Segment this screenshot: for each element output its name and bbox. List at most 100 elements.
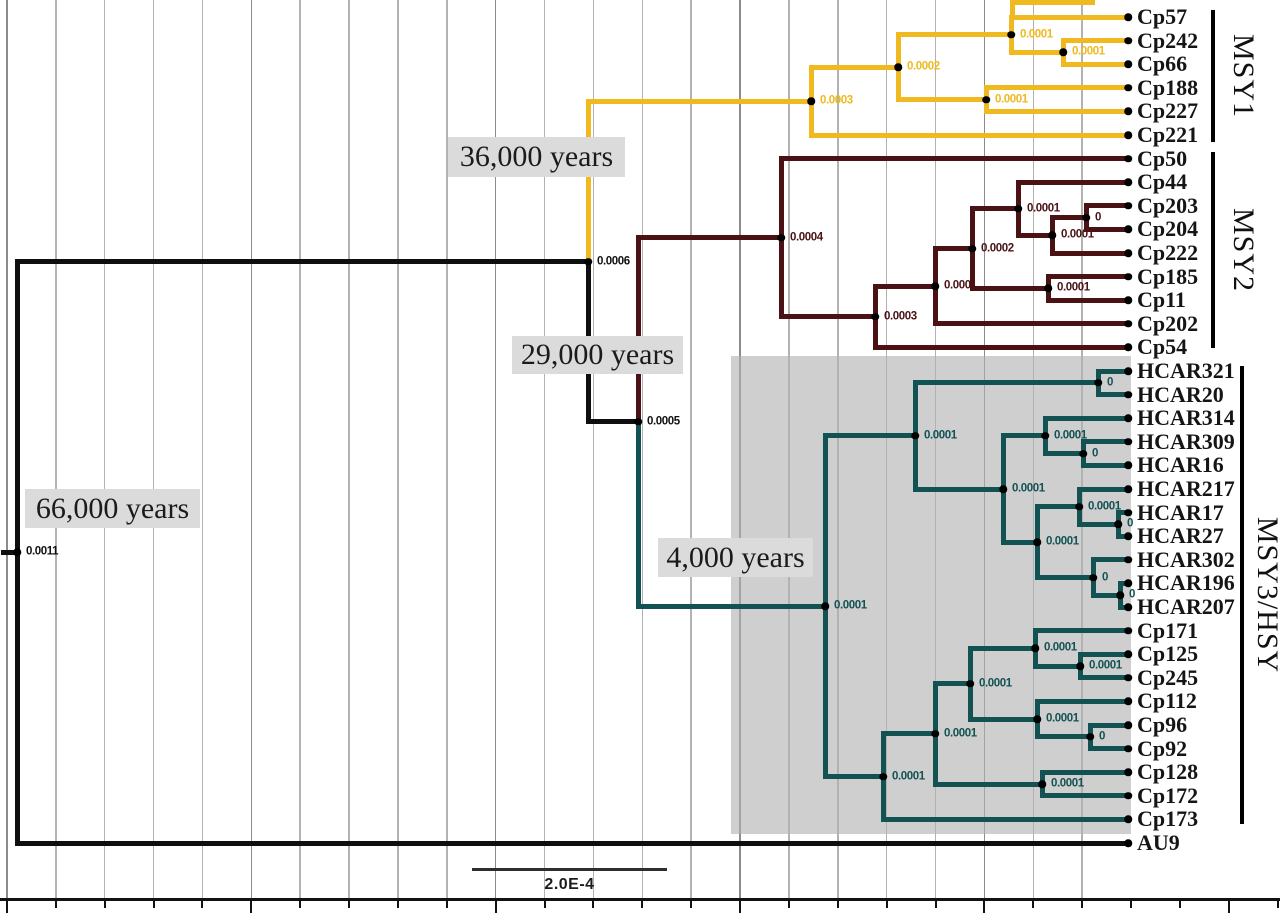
ruler-minor-tick [152,901,155,908]
branch-segment [1095,368,1101,386]
branch-segment [983,85,1131,91]
branch-segment [1039,793,1131,799]
branch-segment [1045,274,1131,280]
branch-segment [983,97,989,114]
branch-segment [1090,557,1131,563]
branch-segment [967,645,1038,651]
branch-segment [1115,510,1121,527]
node-dot [1048,231,1056,240]
branch-segment [880,731,886,780]
ruler-minor-tick [836,901,839,908]
ruler-major-tick [983,901,986,913]
branch-segment [969,246,975,291]
branch-segment [1076,486,1131,492]
node-dot [1124,839,1132,847]
ruler-minor-tick [885,901,888,908]
gridline [6,0,8,899]
ruler-axis-line [0,898,1280,901]
taxon-label: Cp171 [1137,617,1199,643]
branch-segment [1083,215,1089,232]
branch-segment [912,486,1006,492]
node-dot [1014,205,1022,213]
ruler-minor-tick [103,901,106,908]
branch-segment [1045,285,1051,303]
taxon-label: Cp221 [1137,122,1199,147]
ruler-major-tick [1227,901,1230,913]
branch-segment [967,645,973,687]
branch-segment [1060,38,1066,55]
node-dot [1116,591,1124,599]
branch-segment [1077,663,1083,681]
branch-segment [1095,392,1131,398]
branch-segment [1034,716,1040,740]
taxon-label: HCAR20 [1137,381,1224,407]
node-dot [1124,744,1132,753]
branch-length-label: 0.0001 [924,429,957,442]
node-dot [1124,390,1132,399]
branch-segment [1015,179,1131,185]
branch-length-label: 0.0001 [1044,641,1077,654]
taxon-label: Cp125 [1137,641,1199,667]
branch-segment [1034,734,1093,740]
clade-label-msy2: MSY2 [1227,207,1260,293]
branch-segment [0,549,20,555]
node-dot [1124,768,1132,776]
branch-segment [932,681,973,687]
branch-segment [1034,698,1040,722]
branch-segment [1034,539,1040,580]
node-dot [1086,733,1094,741]
branch-segment [1015,179,1021,212]
branch-segment [1000,539,1040,545]
gridline [348,0,350,899]
taxon-label: Cp44 [1137,169,1188,195]
annotation-66000-years: 66,000 years [25,489,200,528]
branch-segment [1039,781,1045,799]
ruler-minor-tick [641,901,644,908]
branch-segment [585,98,814,104]
branch-segment [1008,49,1066,55]
node-dot [1124,697,1132,706]
node-dot [1124,131,1132,139]
node-dot [1124,154,1132,163]
branch-segment [1083,226,1131,232]
branch-segment [912,433,918,492]
taxon-label: Cp11 [1137,287,1186,313]
branch-segment [14,549,20,846]
ruler-minor-tick [201,901,204,908]
branch-segment [1045,274,1051,291]
taxon-label: Cp54 [1137,334,1188,360]
gridline [299,0,301,899]
branch-segment [1034,504,1082,510]
branch-segment [1115,510,1131,516]
branch-segment [967,681,973,722]
gridline [55,0,57,899]
clade-bar-msy3-hsy [1240,366,1244,824]
node-dot [1079,449,1087,458]
node-dot [1124,60,1132,68]
node-dot [1124,178,1132,186]
branch-segment [808,64,901,70]
node-dot [894,63,902,71]
annotation-36000-years: 36,000 years [448,137,625,177]
ruler-minor-tick [1276,901,1279,908]
taxon-label: Cp204 [1137,216,1199,242]
gridline [446,0,448,899]
branch-segment [1034,504,1040,545]
branch-segment [1083,203,1131,209]
branch-segment [14,259,20,555]
branch-segment [778,314,878,320]
taxon-label: Cp96 [1137,712,1188,737]
branch-segment [822,433,918,439]
node-dot [777,233,785,242]
node-dot [1124,485,1132,493]
branch-segment [895,64,901,103]
branch-length-label: 0.0001 [995,92,1028,105]
scale-bar-line [472,868,667,871]
branch-segment [895,32,1014,38]
ruler-minor-tick [445,901,448,908]
node-dot [1007,30,1015,39]
clade-label-msy1: MSY1 [1227,33,1260,119]
branch-segment [932,681,938,737]
branch-segment [585,419,641,425]
